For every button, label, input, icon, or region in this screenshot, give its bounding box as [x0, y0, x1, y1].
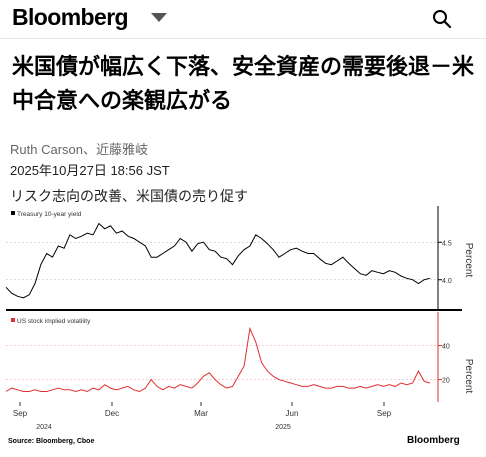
top-bar: Bloomberg — [0, 0, 486, 39]
panel-bottom-legend: US stock implied volatility — [11, 318, 91, 325]
article-timestamp: 2025年10月27日 18:56 JST — [10, 163, 170, 178]
panel-bottom-background — [6, 312, 438, 402]
panel-top-legend: Treasury 10-year yield — [11, 211, 82, 218]
chart-caption: リスク志向の改善、米国債の売り促す — [10, 189, 248, 205]
legend-swatch-yield — [11, 211, 15, 215]
chart-figure: Treasury 10-year yield Percent 4.0 4.5 US… — [5, 206, 474, 446]
chevron-down-icon[interactable] — [151, 13, 167, 22]
search-icon[interactable] — [432, 9, 452, 29]
legend-swatch-vix — [11, 318, 15, 322]
yield-tick-label: 4.0 — [442, 278, 452, 285]
yield-tick-label: 4.5 — [442, 240, 452, 247]
chart-brand-mark: Bloomberg — [407, 435, 460, 446]
x-tick-label: Sep — [13, 409, 28, 418]
vix-tick-label: 20 — [442, 378, 450, 385]
article-headline: 米国債が幅広く下落、安全資産の需要後退－米中合意への楽観広がる — [12, 54, 475, 113]
x-year-label: 2024 — [36, 424, 52, 431]
panel-bottom-ylabel: Percent — [463, 359, 474, 394]
legend-label-yield: Treasury 10-year yield — [17, 211, 82, 218]
vix-tick-label: 40 — [442, 344, 450, 351]
x-tick-label: Jun — [286, 409, 299, 418]
article-byline[interactable]: Ruth Carson、近藤雅岐 — [10, 142, 148, 157]
series-line-vix — [5, 326, 431, 393]
x-year-label: 2025 — [275, 424, 291, 431]
legend-label-vix: US stock implied volatility — [17, 318, 91, 325]
x-tick-label: Mar — [194, 409, 208, 418]
panel-top-ylabel: Percent — [463, 243, 474, 278]
bloomberg-logo[interactable]: Bloomberg — [12, 4, 129, 30]
x-tick-label: Sep — [377, 409, 392, 418]
x-tick-label: Dec — [105, 409, 119, 418]
chart-source: Source: Bloomberg, Cboe — [8, 438, 94, 445]
series-line-yield — [5, 222, 431, 299]
